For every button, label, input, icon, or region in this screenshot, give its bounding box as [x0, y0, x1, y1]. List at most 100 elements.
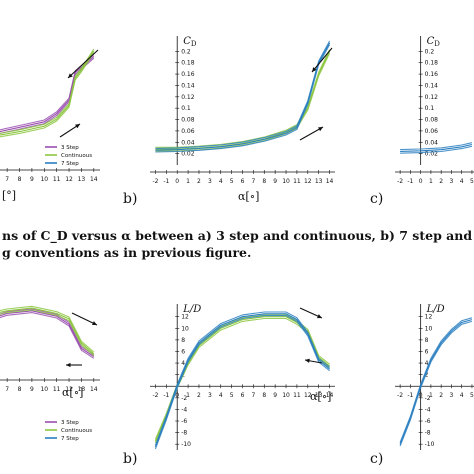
x-tick-label: -1 [163, 392, 169, 399]
x-tick-label: -1 [163, 178, 169, 185]
x-tick-label: 14 [326, 178, 334, 185]
x-axis-label: α[∘] [310, 390, 331, 403]
y-tick-label: 6 [181, 348, 185, 355]
x-tick-label: 13 [315, 178, 323, 185]
x-tick-label: 14 [90, 176, 98, 183]
y-tick-label: -10 [181, 441, 191, 448]
x-tick-label: 9 [30, 386, 34, 393]
x-tick-label: 8 [262, 392, 266, 399]
y-tick-label: 0.06 [425, 128, 439, 135]
panel-letter: c) [370, 191, 383, 207]
x-tick-label: 3 [450, 392, 454, 399]
y-tick-label: 0.02 [425, 151, 439, 158]
x-tick-label: -2 [397, 178, 403, 185]
x-tick-label: 13 [78, 176, 86, 183]
x-tick-label: 10 [282, 392, 290, 399]
x-tick-label: -2 [152, 178, 158, 185]
ylabel-c: C [427, 36, 435, 47]
x-tick-label: 9 [30, 176, 34, 183]
x-tick-label: 0 [419, 392, 423, 399]
chart-bottom-a: 7 8 9 10 11 12 13 14 α[∘] 3 Step Continuous 7 Step [0, 305, 100, 442]
y-tick-label: 2 [425, 372, 429, 379]
series-line-3-step [0, 310, 95, 357]
x-tick-label: 2 [197, 392, 201, 399]
x-tick-label: 9 [273, 178, 277, 185]
x-tick-label: 5 [230, 392, 234, 399]
y-tick-label: 0.14 [425, 82, 439, 89]
y-tick-label: -2 [425, 395, 431, 402]
y-tick-label: 0.04 [181, 139, 195, 146]
x-tick-label: 7 [5, 386, 9, 393]
x-tick-label: 12 [304, 178, 312, 185]
x-tick-label: 8 [18, 176, 22, 183]
arrow-head [318, 127, 323, 132]
series-line-3-step [0, 55, 95, 133]
y-tick-label: -10 [425, 441, 435, 448]
x-tick-label: 5 [470, 178, 474, 185]
y-tick-label: 0.2 [425, 48, 435, 55]
chart-top-b: -2 -1 0 1 2 3 4 5 6 7 8 9 10 11 12 13 140.020.040.060.08… [123, 36, 335, 207]
series-line-7-step [399, 319, 473, 445]
x-tick-label: 11 [293, 392, 301, 399]
x-tick-label: 1 [186, 392, 190, 399]
y-tick-label: 0.18 [181, 60, 195, 67]
legend-entry: 3 Step [61, 420, 79, 426]
y-tick-label: 4 [425, 360, 429, 367]
y-tick-label: -2 [181, 395, 187, 402]
y-tick-label: 4 [181, 360, 185, 367]
x-tick-label: 0 [175, 392, 179, 399]
series-line-7-step [400, 145, 473, 154]
arrow-head [312, 67, 317, 72]
series-line-continuous [0, 305, 95, 353]
x-tick-label: 11 [53, 386, 61, 393]
legend-entry: 7 Step [61, 161, 79, 167]
arrow-line [311, 47, 333, 73]
y-tick-label: -8 [425, 430, 431, 437]
x-axis-label: α[∘] [238, 190, 259, 203]
y-tick-label: 0.1 [425, 105, 435, 112]
y-tick-label: 8 [181, 337, 185, 344]
y-tick-label: 0.2 [181, 48, 191, 55]
x-tick-label: -1 [407, 392, 413, 399]
caption-line-1: ns of C_D versus α between a) 3 step and… [2, 228, 474, 244]
arrow-head [66, 362, 71, 368]
x-tick-label: 11 [293, 178, 301, 185]
y-tick-label: -4 [425, 406, 431, 413]
y-tick-label: 10 [181, 325, 189, 332]
chart-top-a: 7 8 9 10 11 12 13 14 [°] 3 Step Continuous 7 Step [0, 48, 100, 202]
y-tick-label: 12 [181, 314, 189, 321]
x-tick-label: 2 [197, 178, 201, 185]
x-tick-label: 10 [40, 386, 48, 393]
legend-entry: Continuous [61, 428, 92, 434]
arrow-head [305, 358, 310, 363]
y-tick-label: 10 [425, 325, 433, 332]
series-line-3-step [0, 312, 95, 359]
y-tick-label: 0.16 [181, 71, 195, 78]
x-tick-label: 3 [208, 178, 212, 185]
y-axis-label: L/D [182, 304, 201, 315]
x-tick-label: -2 [152, 392, 158, 399]
caption-line-2: g conventions as in previous figure. [2, 245, 251, 260]
arrow-head [317, 314, 322, 319]
y-tick-label: 0.1 [181, 105, 191, 112]
caption-line-1-text: ns of C_D versus α between a) 3 step and… [2, 228, 474, 244]
ylabel-c: C [183, 36, 191, 47]
x-tick-label: 5 [470, 392, 474, 399]
series-line-7-step [400, 142, 473, 151]
arrow-head [75, 124, 80, 129]
y-axis-label: L/D [426, 304, 445, 315]
x-tick-label: 1 [429, 178, 433, 185]
legend-entry: 3 Step [61, 145, 79, 151]
arrow-head [92, 321, 97, 326]
x-tick-label: 11 [53, 176, 61, 183]
x-tick-label: 7 [5, 176, 9, 183]
x-tick-label: -1 [407, 178, 413, 185]
x-tick-label: 12 [304, 392, 312, 399]
x-axis-label: [°] [2, 189, 16, 202]
x-tick-label: 12 [65, 386, 73, 393]
ylabel-sub: D [434, 40, 440, 48]
series-line-7-step [155, 44, 331, 153]
series-line-continuous [0, 52, 95, 138]
x-tick-label: 0 [175, 178, 179, 185]
x-tick-label: 7 [251, 392, 255, 399]
